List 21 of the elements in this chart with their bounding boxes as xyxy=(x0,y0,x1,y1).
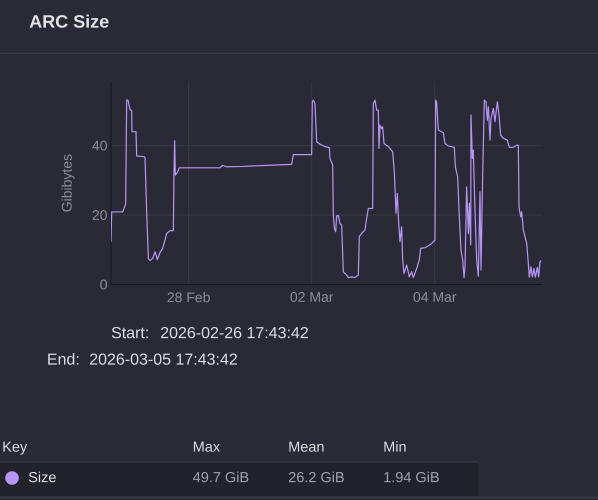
text: 49.7 GiB xyxy=(193,472,248,482)
x-tick-label: 04 Mar xyxy=(414,292,456,302)
x-tick-label: 02 Mar xyxy=(290,292,334,302)
legend-label: Size xyxy=(28,472,56,482)
x-tick-label: 28 Feb xyxy=(168,292,210,302)
line-series xyxy=(111,100,542,278)
y-tick-label: 40 xyxy=(92,140,107,151)
y-tick-label: 0 xyxy=(100,280,107,290)
y-tick-label: 20 xyxy=(92,210,107,220)
text: Min xyxy=(384,441,406,452)
text: Max xyxy=(194,442,220,452)
text: End: xyxy=(48,353,78,365)
y-axis-title: Gibibytes xyxy=(62,154,75,212)
text: 1.94 GiB xyxy=(384,472,439,482)
text: 2026-03-05 17:43:42 xyxy=(90,353,237,365)
chart-title: ARC Size xyxy=(30,14,109,28)
text: Start: xyxy=(112,326,148,338)
text: Mean xyxy=(289,442,324,452)
text: 2026-02-26 17:43:42 xyxy=(161,326,308,338)
text: 26.2 GiB xyxy=(288,472,344,482)
legend-title: Key xyxy=(3,442,28,455)
